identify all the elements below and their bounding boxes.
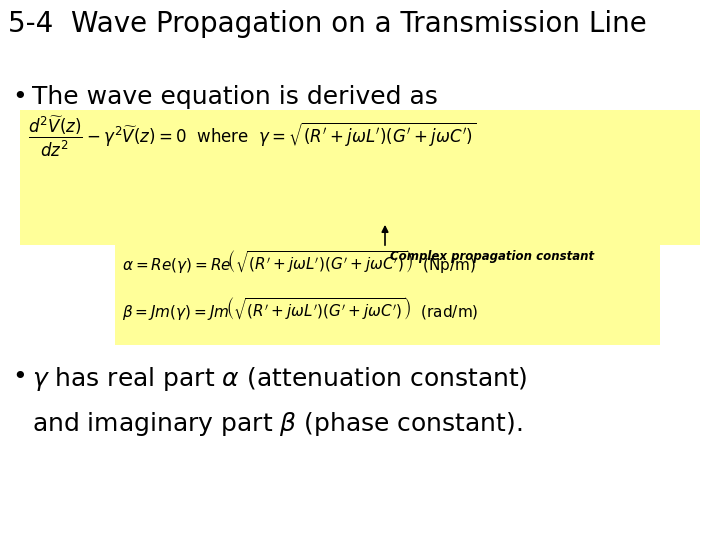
Text: $\beta = Jm(\gamma) = Jm\!\left(\sqrt{(R'+j\omega L')(G'+j\omega C')}\right)$  (: $\beta = Jm(\gamma) = Jm\!\left(\sqrt{(R… xyxy=(122,295,479,322)
Text: The wave equation is derived as: The wave equation is derived as xyxy=(32,85,438,109)
FancyBboxPatch shape xyxy=(20,110,700,245)
Text: Complex propagation constant: Complex propagation constant xyxy=(390,250,594,263)
Text: $\alpha = Re(\gamma) = Re\!\left(\sqrt{(R'+j\omega L')(G'+j\omega C')}\right)$  : $\alpha = Re(\gamma) = Re\!\left(\sqrt{(… xyxy=(122,248,476,275)
Text: •: • xyxy=(12,365,27,389)
Text: $\dfrac{d^2\widetilde{V}(z)}{dz^2} - \gamma^2\widetilde{V}(z) = 0$  where  $\gam: $\dfrac{d^2\widetilde{V}(z)}{dz^2} - \ga… xyxy=(28,115,477,159)
Text: 5-4  Wave Propagation on a Transmission Line: 5-4 Wave Propagation on a Transmission L… xyxy=(8,10,647,38)
Text: and imaginary part $\beta$ (phase constant).: and imaginary part $\beta$ (phase consta… xyxy=(32,410,523,438)
FancyBboxPatch shape xyxy=(115,245,660,345)
Text: •: • xyxy=(12,85,27,109)
Text: $\gamma$ has real part $\alpha$ (attenuation constant): $\gamma$ has real part $\alpha$ (attenua… xyxy=(32,365,528,393)
